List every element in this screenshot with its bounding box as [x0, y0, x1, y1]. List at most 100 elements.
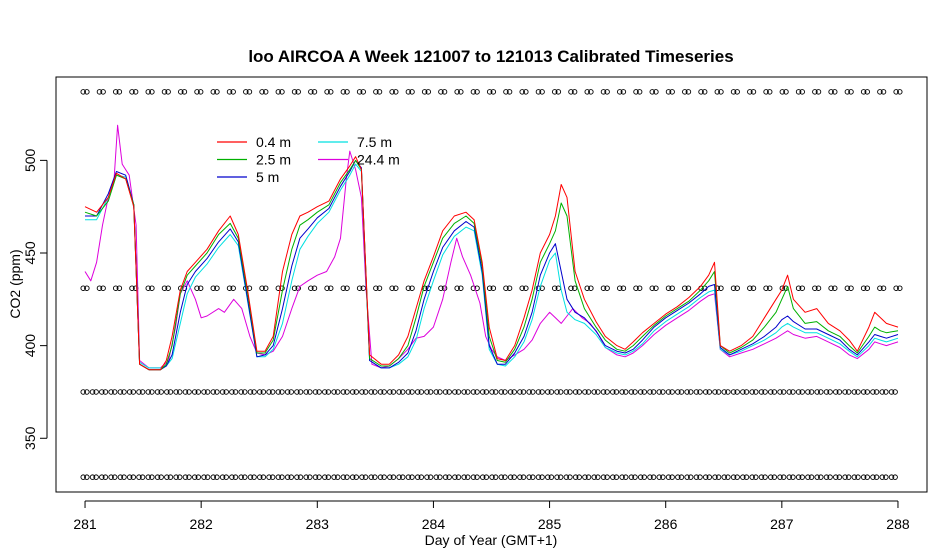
flag-marker [701, 89, 708, 95]
flag-marker [149, 474, 155, 480]
flag-marker [633, 89, 639, 95]
flag-marker [275, 389, 282, 395]
flag-marker [327, 89, 334, 95]
flag-marker [502, 389, 508, 395]
flag-marker [805, 389, 811, 395]
flag-marker [831, 89, 838, 95]
flag-marker [139, 389, 146, 395]
flag-marker [117, 474, 124, 480]
flag-marker [545, 474, 551, 480]
flag-marker [165, 89, 171, 95]
flag-marker [750, 89, 757, 95]
flag-marker [455, 389, 462, 395]
flag-marker [588, 285, 594, 291]
flag-marker [392, 89, 399, 95]
flag-marker [324, 89, 330, 95]
flag-marker [502, 474, 508, 480]
flag-marker [111, 474, 118, 480]
flag-marker [893, 285, 899, 291]
flag-marker [766, 89, 773, 95]
flag-marker [637, 389, 644, 395]
flag-marker [650, 389, 657, 395]
flag-marker [613, 389, 620, 395]
flag-marker [848, 285, 854, 291]
flag-marker [418, 389, 425, 395]
flag-marker [483, 474, 490, 480]
y-axis: 350 400 450 500 [22, 148, 48, 450]
flag-marker [647, 474, 653, 480]
flag-marker [808, 474, 815, 480]
flag-marker [405, 389, 412, 395]
flag-marker [89, 389, 96, 395]
legend-label: 0.4 m [256, 134, 291, 150]
flag-marker [656, 474, 663, 480]
flag-marker [805, 474, 811, 480]
flag-marker [595, 389, 601, 395]
flag-marker [421, 89, 428, 95]
flag-marker [405, 474, 412, 480]
flag-marker [324, 285, 330, 291]
flag-marker [619, 389, 625, 395]
flag-marker [259, 89, 265, 95]
flag-marker [303, 474, 309, 480]
flag-marker [892, 389, 898, 395]
flag-marker [827, 474, 833, 480]
flag-marker [269, 389, 276, 395]
flag-marker [498, 474, 505, 480]
flag-marker [461, 474, 467, 480]
flag-marker [693, 474, 700, 480]
flag-marker [818, 474, 824, 480]
flag-marker [226, 89, 233, 95]
x-tick-label: 281 [73, 516, 97, 532]
legend-item: 7.5 m [318, 134, 392, 150]
flag-marker [633, 285, 639, 291]
flag-marker [551, 89, 558, 95]
flag-marker [730, 389, 737, 395]
flag-marker [164, 474, 170, 480]
x-tick-label: 283 [306, 516, 330, 532]
flag-marker [424, 389, 430, 395]
flag-marker [246, 89, 253, 95]
flag-marker [490, 89, 497, 95]
flag-marker [465, 389, 471, 395]
flag-marker [275, 474, 282, 480]
flag-marker [454, 285, 460, 291]
flag-marker [604, 474, 610, 480]
flag-marker [80, 89, 86, 95]
flag-marker [99, 389, 105, 395]
flag-marker [145, 285, 152, 291]
flag-marker [396, 389, 402, 395]
flag-marker [665, 285, 672, 291]
flag-marker [479, 389, 486, 395]
flag-marker [242, 474, 248, 480]
flag-marker [554, 389, 560, 395]
flag-marker [392, 285, 399, 291]
flag-marker [247, 474, 254, 480]
flag-marker [747, 285, 753, 291]
flag-marker [545, 389, 551, 395]
flag-marker [219, 389, 226, 395]
flag-marker [685, 285, 692, 291]
flag-marker [308, 285, 314, 291]
flag-marker [116, 285, 123, 291]
flag-marker [780, 474, 787, 480]
flag-marker [126, 474, 133, 480]
flag-marker [684, 389, 690, 395]
flag-marker [818, 389, 824, 395]
flag-marker [117, 389, 124, 395]
flag-marker [530, 474, 536, 480]
flag-marker [84, 474, 90, 480]
flag-marker [489, 389, 495, 395]
flag-marker [880, 285, 887, 291]
flag-marker [89, 474, 96, 480]
flag-marker [433, 389, 440, 395]
flag-marker [173, 474, 179, 480]
flag-marker [779, 89, 786, 95]
flag-marker [799, 389, 805, 395]
flag-marker [649, 285, 656, 291]
flag-marker [437, 389, 443, 395]
flag-marker [519, 89, 525, 95]
flag-marker [766, 285, 773, 291]
flag-marker [195, 389, 202, 395]
flag-marker [424, 474, 430, 480]
